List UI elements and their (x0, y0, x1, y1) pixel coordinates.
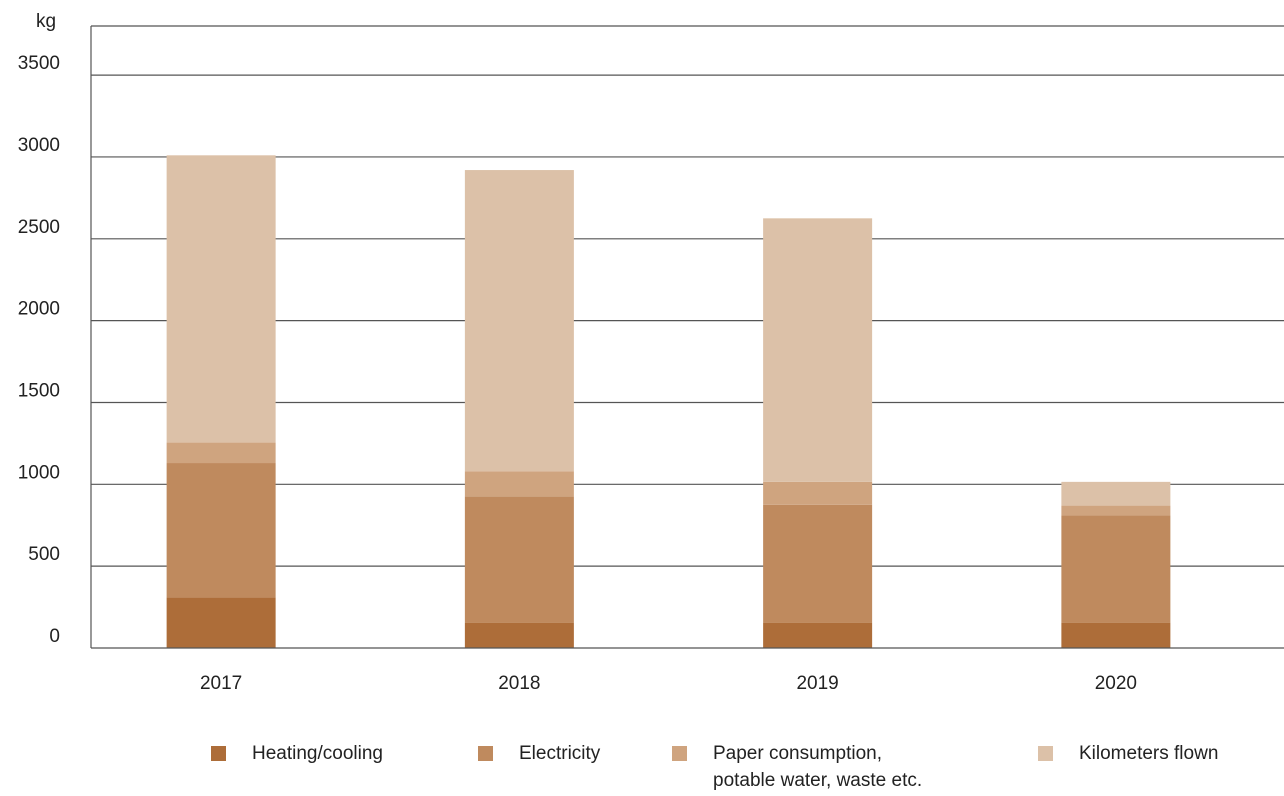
x-tick-label-2020: 2020 (1095, 673, 1137, 694)
bar-2020-series-2 (1061, 505, 1171, 516)
legend-swatch-heating-cooling (211, 746, 226, 761)
bar-2017-series-2 (166, 442, 276, 464)
legend-label-paper-water-waste: Paper consumption, potable water, waste … (713, 743, 923, 791)
x-tick-label-2017: 2017 (200, 673, 242, 694)
legend-item-heating-cooling: Heating/cooling (211, 740, 383, 767)
bar-2019-series-0 (763, 622, 873, 648)
bar-2020-series-3 (1061, 481, 1171, 506)
bar-2019-series-1 (763, 504, 873, 623)
bar-2018-series-2 (464, 471, 574, 497)
legend-label-electricity: Electricity (519, 743, 601, 764)
y-tick-label-3000: 3000 (18, 135, 60, 156)
bar-2018-series-3 (464, 170, 574, 472)
y-tick-label-3500: 3500 (18, 53, 60, 74)
y-tick-label-1000: 1000 (18, 462, 60, 483)
legend-label-heating-cooling: Heating/cooling (252, 743, 383, 764)
bars (166, 155, 1171, 648)
gridlines (91, 25, 1284, 567)
legend-swatch-paper-water-waste (672, 746, 687, 761)
bar-2019-series-3 (763, 218, 873, 482)
bar-2017-series-1 (166, 463, 276, 598)
legend-item-electricity: Electricity (478, 740, 600, 767)
y-tick-labels: 0 500 1000 1500 2000 2500 3000 3500 (18, 53, 60, 647)
y-tick-label-2000: 2000 (18, 299, 60, 320)
bar-2017-series-3 (166, 155, 276, 443)
y-tick-label-500: 500 (28, 544, 60, 565)
bar-2017-series-0 (166, 597, 276, 648)
y-tick-label-1500: 1500 (18, 380, 60, 401)
bar-2018-series-1 (464, 496, 574, 623)
x-tick-label-2018: 2018 (498, 673, 540, 694)
legend-swatch-electricity (478, 746, 493, 761)
legend-label-kilometers-flown: Kilometers flown (1079, 743, 1219, 764)
bar-2020-series-1 (1061, 515, 1171, 623)
bar-2019-series-2 (763, 481, 873, 505)
legend-swatch-kilometers-flown (1038, 746, 1053, 761)
bar-2018-series-0 (464, 622, 574, 648)
legend: Heating/cooling Electricity Paper consum… (0, 740, 1284, 796)
x-tick-labels: 2017 2018 2019 2020 (200, 673, 1137, 694)
legend-item-kilometers-flown: Kilometers flown (1038, 740, 1218, 767)
x-tick-label-2019: 2019 (796, 673, 838, 694)
y-axis-label: kg (36, 11, 56, 32)
legend-item-paper-water-waste: Paper consumption, potable water, waste … (672, 740, 922, 794)
y-tick-label-2500: 2500 (18, 217, 60, 238)
y-tick-label-0: 0 (49, 626, 60, 647)
bar-2020-series-0 (1061, 622, 1171, 648)
axes (90, 26, 1284, 649)
